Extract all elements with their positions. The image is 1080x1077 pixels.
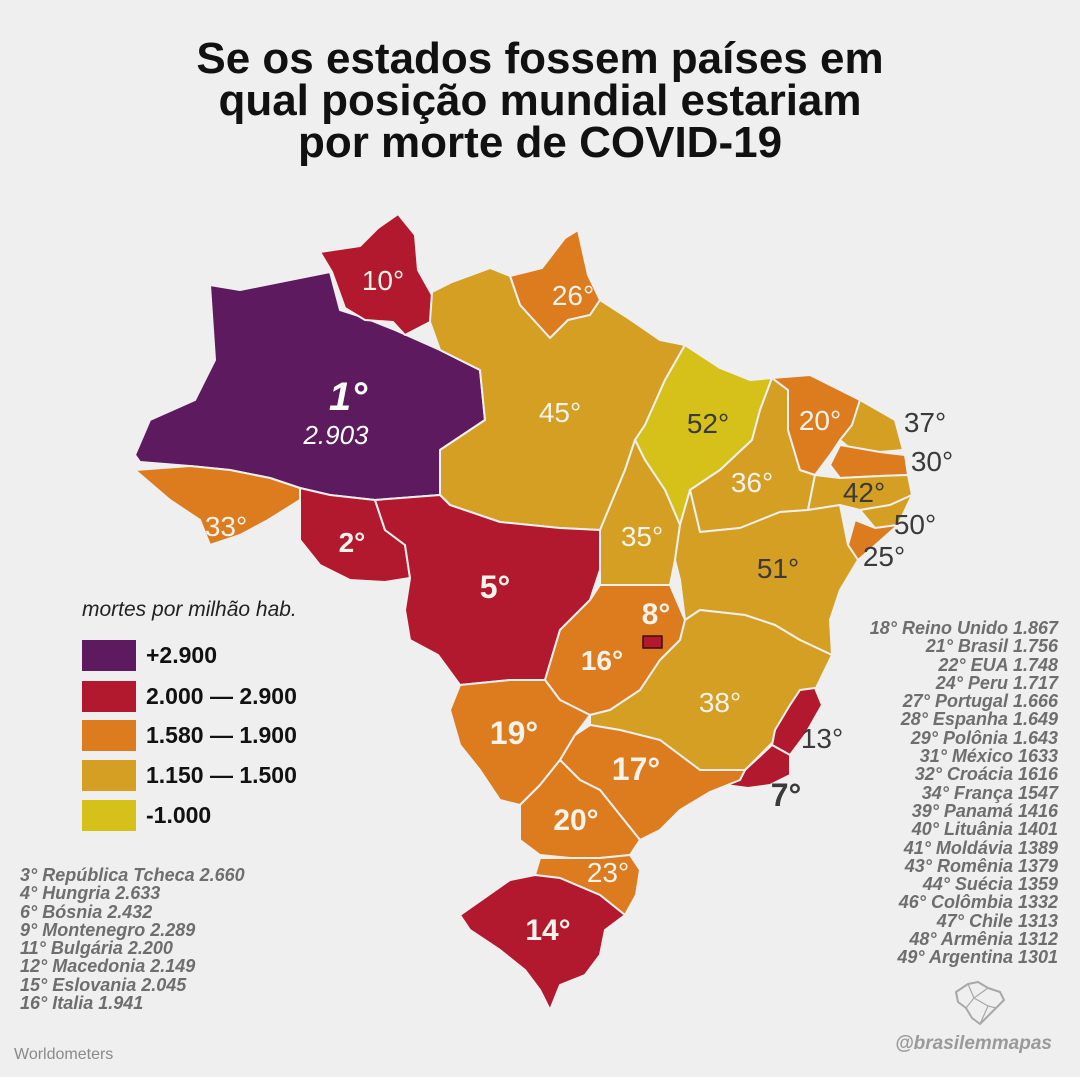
rank-MA: 52° [687,408,729,439]
comparison-item: 24° Peru 1.717 [935,672,1058,693]
rank-MG: 38° [699,687,741,718]
legend-label-1: +2.900 [146,642,217,668]
rank-BA: 51° [757,553,799,584]
comparison-item: 6° Bósnia 2.432 [20,901,153,922]
comparison-item: 22° EUA 1.748 [938,654,1058,675]
source-text: Worldometers [14,1046,114,1063]
rank-RS: 14° [525,914,570,947]
legend-item-1: +2.900 [82,639,217,672]
title-line-3: por morte de COVID-19 [297,118,783,167]
legend-item-4: 1.150 — 1.500 [82,759,297,792]
comparison-item: 34° França 1547 [921,782,1058,803]
value-AM: 2.903 [302,420,369,450]
rank-GO: 16° [581,645,623,676]
rank-SE: 25° [863,541,905,572]
map-title: Se os estados fossem países em qual posi… [0,34,1080,167]
comparison-item: 12° Macedonia 2.149 [20,956,196,977]
rank-PI: 36° [731,467,773,498]
comparison-item: 41° Moldávia 1389 [903,837,1058,858]
rank-SC: 23° [587,857,629,888]
legend-title: mortes por milhão hab. [82,598,297,621]
state-RO [299,487,411,583]
comparison-list-left: 3° República Tcheca 2.660 4° Hungria 2.6… [20,865,245,1014]
comparison-item: 44° Suécia 1359 [922,874,1058,895]
state-DF [642,635,663,649]
rank-AL: 50° [894,509,936,540]
rank-AP: 26° [552,280,594,311]
legend-item-2: 2.000 — 2.900 [82,680,297,713]
comparison-item: 48° Armênia 1312 [909,929,1058,950]
rank-RR: 10° [362,265,404,296]
rank-RN: 37° [904,407,946,438]
comparison-item: 49° Argentina 1301 [897,947,1058,968]
legend-swatch-2 [82,681,136,712]
legend-swatch-4 [82,760,136,791]
rank-PA: 45° [539,397,581,428]
comparison-item: 31° México 1633 [919,746,1058,767]
state-AL [859,494,913,529]
state-BA [674,489,859,656]
comparison-item: 11° Bulgária 2.200 [20,938,173,959]
legend-label-2: 2.000 — 2.900 [146,683,297,709]
rank-SP: 17° [612,751,660,787]
legend-label-4: 1.150 — 1.500 [146,762,297,788]
comparison-item: 29° Polônia 1.643 [910,727,1058,748]
rank-ES: 13° [801,723,843,754]
comparison-item: 47° Chile 1313 [936,910,1058,931]
comparison-item: 28° Espanha 1.649 [900,709,1058,730]
credit-handle: @brasilemmapas [895,1033,1052,1054]
legend-item-3: 1.580 — 1.900 [82,719,297,752]
comparison-item: 9° Montenegro 2.289 [20,919,196,940]
rank-AC: 33° [205,511,247,542]
comparison-item: 46° Colômbia 1332 [898,892,1058,913]
rank-RJ: 7° [771,777,802,813]
rank-PE: 42° [843,477,885,508]
title-line-2: qual posição mundial estariam [218,76,862,125]
legend-item-5: -1.000 [82,799,211,832]
rank-PR: 20° [553,804,598,837]
comparison-item: 32° Croácia 1616 [914,764,1058,785]
comparison-item: 40° Lituânia 1401 [911,819,1058,840]
legend-swatch-5 [82,800,136,831]
legend-label-5: -1.000 [146,802,212,828]
comparison-item: 3° República Tcheca 2.660 [20,865,245,885]
rank-MS: 19° [490,715,538,751]
rank-RO: 2° [339,527,366,558]
comparison-item: 15° Eslovania 2.045 [20,974,187,995]
comparison-item: 21° Brasil 1.756 [925,636,1058,657]
rank-DF: 8° [642,598,671,631]
state-AC [134,465,301,546]
comparison-item: 18° Reino Unido 1.867 [869,618,1058,638]
comparison-item: 27° Portugal 1.666 [902,691,1058,712]
rank-AM: 1° [329,375,368,419]
comparison-item: 43° Romênia 1379 [904,855,1058,876]
rank-PB: 30° [911,446,953,477]
legend-swatch-1 [82,640,136,671]
legend-swatch-3 [82,720,136,751]
comparison-list-right: 18° Reino Unido 1.867 21° Brasil 1.756 2… [870,619,1058,967]
title-line-1: Se os estados fossem países em [196,34,884,83]
rank-TO: 35° [621,521,663,552]
comparison-item: 16° Italia 1.941 [20,993,144,1014]
brazil-logo-icon [955,981,1005,1025]
state-RS [459,874,626,1011]
rank-CE: 20° [799,405,841,436]
rank-MT: 5° [480,569,511,605]
legend-label-3: 1.580 — 1.900 [146,722,297,748]
state-CE [771,374,861,476]
comparison-item: 4° Hungria 2.633 [20,883,161,904]
comparison-item: 39° Panamá 1416 [911,800,1058,821]
